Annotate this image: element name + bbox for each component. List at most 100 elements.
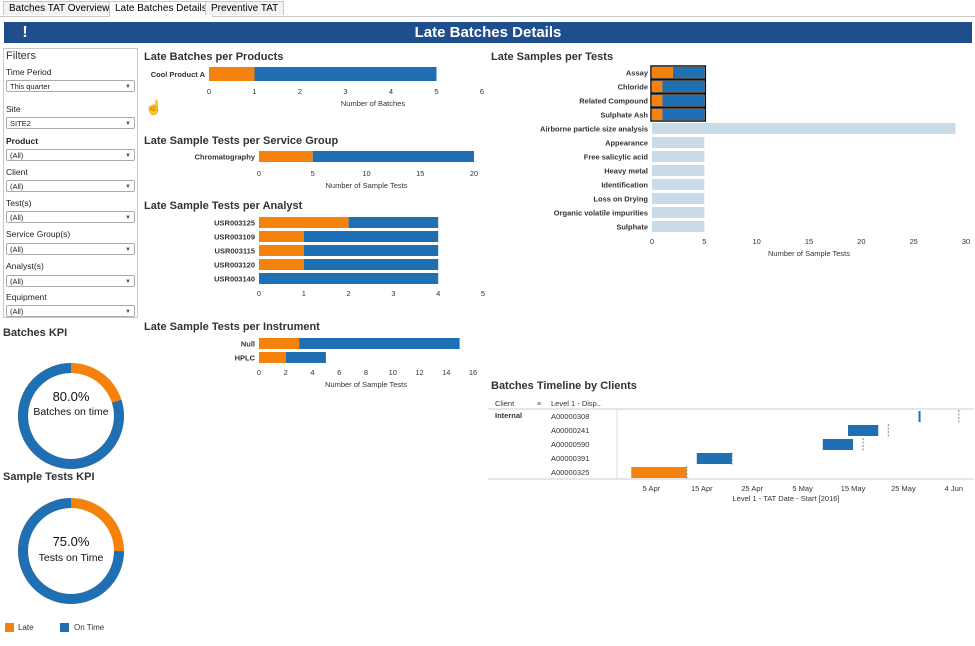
x-tick-label: 0 [257, 368, 261, 377]
column-header-level: Level 1 - Disp.. [551, 399, 601, 408]
category-label: Airborne particle size analysis [540, 125, 648, 134]
bar-segment [285, 352, 326, 363]
product-select[interactable]: (All) ▼ [6, 149, 135, 161]
row-label: A00000590 [551, 440, 589, 449]
bar-segment [652, 123, 956, 134]
timeline-bar [847, 425, 879, 436]
filter-label-service-groups: Service Group(s) [6, 229, 71, 239]
exclamation-icon[interactable]: ! [22, 24, 28, 41]
tab-bar: Batches TAT Overview Late Batches Detail… [0, 0, 975, 17]
x-tick-label: 10 [362, 169, 370, 178]
x-tick-label: 25 [909, 237, 917, 246]
bar-segment [652, 179, 705, 190]
x-tick-label: 4 Jun [945, 484, 963, 493]
client-select[interactable]: (All) ▼ [6, 180, 135, 192]
x-tick-label: 2 [284, 368, 288, 377]
x-tick-label: 5 [702, 237, 706, 246]
category-label: Loss on Drying [593, 195, 648, 204]
category-label: Null [241, 340, 255, 349]
tests-kpi-label: Tests on Time [39, 552, 104, 564]
tests-value: (All) [10, 213, 24, 222]
row-label: A00000325 [551, 468, 589, 477]
bar-segment [652, 109, 663, 120]
dropdown-arrow-icon: ▼ [125, 215, 131, 221]
x-tick-label: 10 [389, 368, 397, 377]
x-tick-label: 16 [469, 368, 477, 377]
x-tick-label: 15 Apr [691, 484, 713, 493]
chart-title-analyst: Late Sample Tests per Analyst [144, 200, 303, 212]
bar-segment [652, 207, 705, 218]
time-period-value: This quarter [10, 82, 51, 91]
products-bar-chart: Cool Product A0 1 2 3 4 5 6 Number of Batches [151, 67, 484, 108]
category-label: Free salicylic acid [584, 153, 649, 162]
bar-segment [662, 109, 705, 120]
x-tick-label: 1 [252, 87, 256, 96]
row-label: A00000241 [551, 426, 589, 435]
bar-segment [652, 193, 705, 204]
x-tick-label: 0 [257, 169, 261, 178]
x-tick-label: 3 [343, 87, 347, 96]
equipment-select[interactable]: (All) ▼ [6, 305, 135, 317]
x-tick-label: 0 [207, 87, 211, 96]
category-label: USR003140 [214, 275, 255, 284]
bar-segment [652, 67, 673, 78]
time-period-select[interactable]: This quarter ▼ [6, 80, 135, 92]
filters-title: Filters [6, 50, 36, 62]
x-tick-label: 20 [470, 169, 478, 178]
tab-batches-tat-overview[interactable]: Batches TAT Overview [3, 1, 116, 15]
x-tick-label: 5 Apr [643, 484, 661, 493]
category-label: HPLC [235, 354, 256, 363]
batches-timeline-chart: Client ≡ Level 1 - Disp.. Internal A00000308… [488, 399, 974, 503]
bar-segment [303, 231, 439, 242]
x-axis-label: Number of Sample Tests [325, 380, 407, 389]
hand-cursor-icon: ☝ [145, 99, 163, 115]
x-axis-label: Number of Sample Tests [768, 249, 850, 258]
bar-segment [259, 273, 439, 284]
tests-select[interactable]: (All) ▼ [6, 211, 135, 223]
bar-segment [672, 67, 705, 78]
bar-segment [303, 245, 439, 256]
category-label: Identification [601, 181, 648, 190]
chart-title-products: Late Batches per Products [144, 51, 284, 63]
bar-highlight [650, 93, 707, 108]
service-groups-select[interactable]: (All) ▼ [6, 243, 135, 255]
x-tick-label: 12 [415, 368, 423, 377]
chart-title-service-group: Late Sample Tests per Service Group [144, 135, 339, 147]
bar-highlight [650, 107, 707, 122]
kpi-on-time-ring [18, 363, 124, 469]
category-label: Cool Product A [151, 70, 206, 79]
analysts-value: (All) [10, 277, 24, 286]
bar-segment [662, 81, 705, 92]
x-tick-label: 6 [337, 368, 341, 377]
batches-kpi-title: Batches KPI [3, 327, 68, 339]
bar-segment [209, 67, 255, 81]
x-tick-label: 30 [962, 237, 970, 246]
x-axis-label: Level 1 - TAT Date - Start [2016] [733, 494, 840, 503]
chart-title-instrument: Late Sample Tests per Instrument [144, 321, 320, 333]
site-select[interactable]: SITE2 ▼ [6, 117, 135, 129]
tests-kpi-donut: 75.0% Tests on Time [18, 498, 124, 604]
analysts-select[interactable]: (All) ▼ [6, 275, 135, 287]
tab-late-batches-details[interactable]: Late Batches Details [109, 1, 213, 17]
legend-on-time-label: On Time [74, 623, 105, 632]
page-title: Late Batches Details [414, 24, 562, 41]
filter-label-analysts: Analyst(s) [6, 261, 44, 271]
bar-segment [259, 151, 313, 162]
category-label: Organic volatile impurities [554, 209, 648, 218]
x-tick-label: 5 [481, 289, 485, 298]
x-tick-label: 5 May [792, 484, 813, 493]
filter-label-equipment: Equipment [6, 292, 47, 302]
chart-title-timeline: Batches Timeline by Clients [491, 380, 637, 392]
client-value: (All) [10, 182, 24, 191]
tab-preventive-tat[interactable]: Preventive TAT [205, 1, 285, 15]
dropdown-arrow-icon: ▼ [125, 309, 131, 315]
x-tick-label: 0 [650, 237, 654, 246]
batches-kpi-donut: 80.0% Batches on time [18, 363, 124, 469]
x-tick-label: 15 May [841, 484, 866, 493]
site-value: SITE2 [10, 119, 31, 128]
x-tick-label: 4 [436, 289, 440, 298]
timeline-bar [822, 439, 854, 450]
bar-segment [259, 338, 300, 349]
